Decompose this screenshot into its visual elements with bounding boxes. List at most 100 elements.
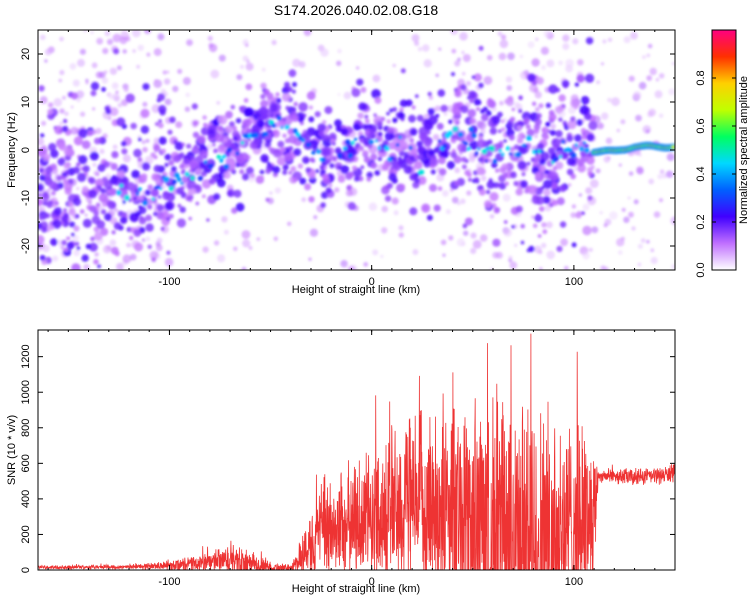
spectrogram-ridge-cell — [493, 159, 498, 164]
spectrogram-cell — [151, 152, 156, 157]
spectrogram-cell — [236, 203, 245, 212]
spectrogram-cell — [164, 78, 170, 84]
spectrogram-cell — [71, 92, 78, 99]
spectrogram-cell — [366, 177, 371, 182]
spectrogram-cell — [556, 246, 562, 252]
spectrogram-cell — [392, 64, 396, 68]
spectrogram-ridge-cell — [306, 142, 311, 147]
spectrogram-cell — [651, 257, 658, 264]
spectrogram-cell — [555, 130, 562, 137]
spectrogram-cell — [541, 65, 546, 70]
spectrogram-cell — [542, 127, 549, 134]
spectrogram-cell — [398, 159, 405, 166]
spectrogram-cell — [560, 221, 566, 227]
spectrogram-cell — [234, 190, 242, 198]
spectrogram-cell — [133, 197, 137, 201]
spectrogram-ridge-cell — [569, 148, 572, 151]
spectrogram-ridge-cell — [553, 158, 558, 163]
spectrogram-cell — [511, 225, 515, 229]
spectrogram-cell — [187, 196, 193, 202]
spectrogram-cell — [232, 126, 237, 131]
spectrogram-cell — [486, 190, 490, 194]
spectrogram-cell — [537, 113, 542, 118]
spectrogram-cell — [287, 222, 291, 226]
spectrogram-ridge-cell — [540, 150, 544, 154]
spectrogram-cell — [583, 204, 590, 211]
spectrogram-y-tick-label: 10 — [20, 96, 32, 108]
spectrogram-cell — [282, 93, 291, 102]
spectrogram-cell — [144, 27, 151, 34]
spectrogram-cell — [308, 196, 314, 202]
spectrogram-cell — [324, 106, 332, 114]
spectrogram-cell — [630, 32, 638, 40]
spectrogram-cell — [416, 141, 423, 148]
spectrogram-cell — [460, 84, 466, 90]
spectrogram-cell — [559, 185, 566, 192]
spectrogram-cell — [285, 106, 289, 110]
spectrogram-cell — [326, 156, 330, 160]
spectrogram-cell — [495, 169, 499, 173]
spectrogram-cell — [456, 121, 460, 125]
spectrogram-cell — [387, 119, 391, 123]
spectrogram-cell — [308, 116, 314, 122]
spectrogram-cell — [59, 37, 64, 42]
spectrogram-cell — [310, 229, 318, 237]
spectrogram-cell — [126, 243, 131, 248]
spectrogram-cell — [188, 217, 192, 221]
spectrogram-cell — [558, 94, 565, 101]
spectrogram-ridge-cell — [384, 146, 389, 151]
spectrogram-cell — [208, 160, 212, 164]
spectrogram-cell — [468, 91, 476, 99]
spectrogram-cell — [470, 248, 476, 254]
spectrogram-cell — [520, 55, 523, 58]
spectrogram-cell — [142, 147, 148, 153]
spectrogram-cell — [77, 173, 86, 182]
spectrogram-ridge-cell — [396, 143, 400, 147]
spectrogram-cell — [239, 169, 244, 174]
spectrogram-cell — [155, 122, 159, 126]
spectrogram-cell — [588, 171, 593, 176]
spectrogram-cell — [110, 176, 119, 185]
spectrogram-cell — [660, 169, 665, 174]
spectrogram-cell — [62, 312, 69, 319]
spectrogram-cell — [82, 140, 91, 149]
spectrogram-cell — [221, 216, 227, 222]
spectrogram-cell — [92, 107, 95, 110]
spectrogram-cell — [341, 128, 349, 136]
spectrogram-cell — [657, 174, 662, 179]
spectrogram-ridge-cell — [489, 146, 495, 152]
spectrogram-cell — [535, 196, 544, 205]
spectrogram-cell — [320, 202, 326, 208]
spectrogram-cell — [177, 69, 182, 74]
spectrogram-cell — [531, 58, 539, 66]
spectrogram-cell — [301, 197, 306, 202]
spectrogram-cell — [273, 166, 281, 174]
spectrogram-cell — [50, 284, 56, 290]
spectrogram-cell — [469, 99, 474, 104]
spectrogram-cell — [454, 181, 459, 186]
spectrogram-cell — [100, 206, 103, 209]
spectrogram-cell — [492, 252, 499, 259]
spectrogram-cell — [98, 164, 106, 172]
spectrogram-cell — [536, 214, 540, 218]
spectrogram-ridge-cell — [222, 155, 226, 159]
spectrogram-cell — [111, 247, 119, 255]
spectrogram-cell — [591, 226, 598, 233]
spectrogram-cell — [380, 255, 383, 258]
spectrogram-ridge-cell — [301, 138, 305, 142]
spectrogram-cell — [430, 158, 439, 167]
spectrogram-cell — [245, 44, 248, 47]
spectrogram-cell — [38, 85, 44, 91]
spectrogram-cell — [267, 162, 271, 166]
spectrogram-cell — [133, 149, 142, 158]
spectrogram-cell — [623, 217, 629, 223]
spectrogram-cell — [218, 115, 228, 125]
spectrogram-cell — [373, 75, 381, 83]
spectrogram-cell — [121, 148, 127, 154]
spectrogram-ridge-cell — [369, 140, 374, 145]
spectrogram-cell — [459, 32, 468, 41]
spectrogram-cell — [317, 123, 326, 132]
spectrogram-cell — [541, 47, 549, 55]
spectrogram-cell — [68, 201, 74, 207]
spectrogram-cell — [292, 59, 300, 67]
